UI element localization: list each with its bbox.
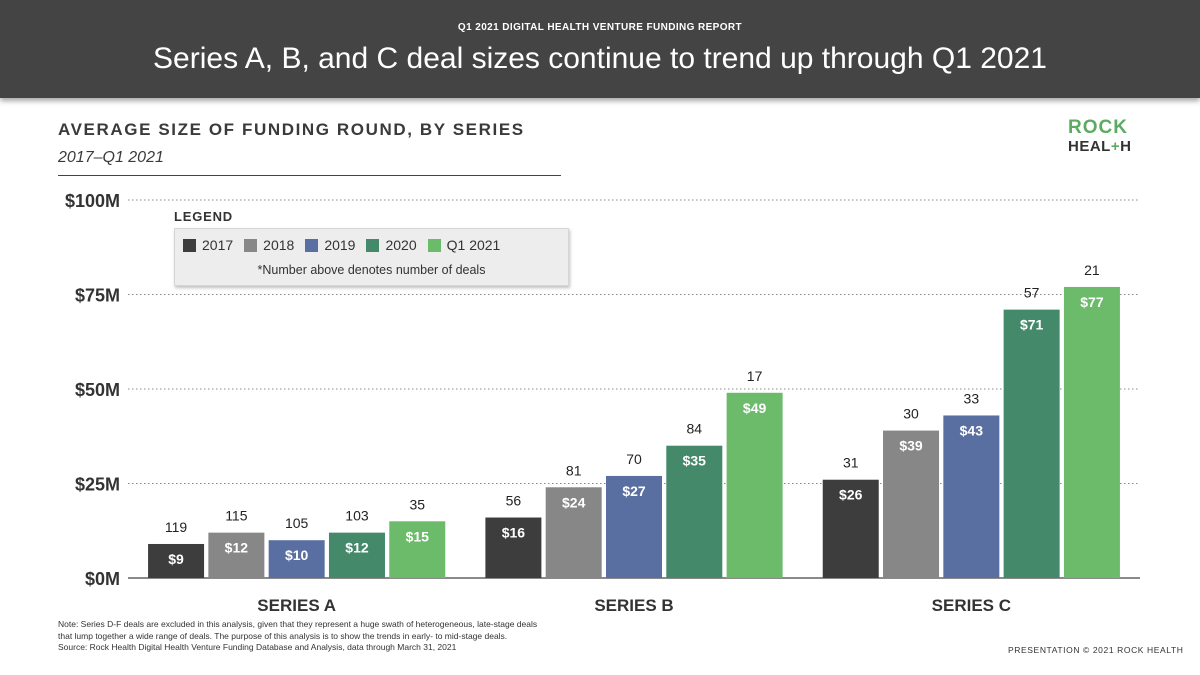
bar-value-label: $15 bbox=[406, 528, 430, 544]
deal-count-label: 119 bbox=[165, 519, 188, 535]
x-category-label: SERIES C bbox=[932, 596, 1011, 615]
deal-count-label: 35 bbox=[409, 496, 425, 512]
bar-value-label: $16 bbox=[502, 525, 526, 541]
bar bbox=[545, 487, 602, 578]
chart-subtitle: 2017–Q1 2021 bbox=[58, 149, 164, 166]
legend-item: Q1 2021 bbox=[427, 237, 501, 253]
bar-value-label: $39 bbox=[899, 438, 923, 454]
legend-swatch bbox=[366, 238, 380, 252]
bar-value-label: $43 bbox=[960, 422, 984, 438]
bar-value-label: $10 bbox=[285, 547, 309, 563]
bar-value-label: $27 bbox=[622, 483, 646, 499]
footnote-line-1: Note: Series D-F deals are excluded in t… bbox=[58, 619, 538, 629]
bar bbox=[1063, 286, 1120, 578]
title-divider bbox=[58, 175, 561, 176]
bar bbox=[943, 415, 1000, 578]
legend-swatch bbox=[427, 238, 441, 252]
legend-heading: LEGEND bbox=[174, 209, 233, 224]
footnote: Note: Series D-F deals are excluded in t… bbox=[58, 619, 578, 654]
legend-label: 2020 bbox=[385, 237, 417, 253]
bar bbox=[268, 540, 325, 578]
bar bbox=[822, 479, 879, 578]
bar bbox=[666, 445, 723, 578]
bar-value-label: $24 bbox=[562, 494, 586, 510]
bar bbox=[1003, 309, 1060, 578]
report-header: Q1 2021 DIGITAL HEALTH VENTURE FUNDING R… bbox=[0, 0, 1200, 98]
bar bbox=[148, 543, 205, 578]
deal-count-label: 84 bbox=[687, 421, 703, 437]
logo-line-2-prefix: HEAL bbox=[1068, 138, 1111, 155]
deal-count-label: 81 bbox=[566, 462, 582, 478]
bar-value-label: $12 bbox=[225, 540, 249, 556]
legend-item: 2017 bbox=[183, 237, 233, 253]
bar bbox=[485, 517, 542, 578]
logo-plus-icon: + bbox=[1110, 138, 1121, 155]
bar bbox=[883, 430, 940, 578]
deal-count-label: 21 bbox=[1084, 262, 1100, 278]
bar bbox=[389, 521, 446, 578]
legend-item: 2019 bbox=[305, 237, 355, 253]
legend-note: *Number above denotes number of deals bbox=[257, 263, 486, 277]
bar bbox=[328, 532, 385, 578]
slide-title: Series A, B, and C deal sizes continue t… bbox=[153, 42, 1047, 75]
deal-count-label: 17 bbox=[747, 368, 763, 384]
y-tick-label: $0M bbox=[85, 569, 120, 589]
rock-health-logo: ROCK HEAL+H bbox=[1068, 118, 1148, 156]
legend-label: 2018 bbox=[263, 237, 295, 253]
chart-title: AVERAGE SIZE OF FUNDING ROUND, BY SERIES bbox=[58, 120, 525, 139]
copyright: PRESENTATION © 2021 ROCK HEALTH bbox=[1008, 645, 1184, 655]
bar-value-label: $26 bbox=[839, 487, 863, 503]
deal-count-label: 33 bbox=[964, 390, 980, 406]
bar bbox=[606, 475, 662, 578]
deal-count-label: 30 bbox=[903, 406, 919, 422]
legend-swatch bbox=[244, 238, 258, 252]
deal-count-label: 115 bbox=[225, 508, 248, 524]
footnote-line-2: that lump together a wide range of deals… bbox=[58, 630, 508, 641]
legend-label: 2017 bbox=[202, 237, 234, 253]
deal-count-label: 70 bbox=[626, 451, 642, 467]
bar-value-label: $77 bbox=[1080, 294, 1104, 310]
y-tick-label: $100M bbox=[65, 191, 120, 211]
legend-swatch bbox=[305, 238, 319, 252]
legend-box: 2017 2018 2019 2020 Q1 2021 *Number above de… bbox=[174, 228, 569, 286]
deal-count-label: 105 bbox=[285, 515, 309, 531]
legend-item: 2020 bbox=[366, 237, 417, 253]
bar-value-label: $49 bbox=[743, 400, 767, 416]
deal-count-label: 57 bbox=[1024, 285, 1040, 301]
legend-label: 2019 bbox=[324, 237, 356, 253]
legend-label: Q1 2021 bbox=[446, 237, 501, 253]
y-tick-label: $75M bbox=[75, 286, 120, 306]
bar-value-label: $71 bbox=[1020, 317, 1044, 333]
y-tick-label: $25M bbox=[75, 475, 120, 495]
report-kicker: Q1 2021 DIGITAL HEALTH VENTURE FUNDING R… bbox=[457, 22, 743, 33]
legend-item: 2018 bbox=[244, 237, 294, 253]
x-category-label: SERIES B bbox=[594, 596, 673, 615]
deal-count-label: 31 bbox=[843, 455, 859, 471]
footnote-source: Source: Rock Health Digital Health Ventu… bbox=[58, 642, 457, 652]
legend-items: 2017 2018 2019 2020 Q1 2021 bbox=[183, 237, 511, 253]
logo-line-2-suffix: H bbox=[1120, 138, 1132, 155]
bar-value-label: $9 bbox=[168, 551, 184, 567]
deal-count-label: 103 bbox=[345, 508, 369, 524]
logo-line-2: HEAL+H bbox=[1068, 137, 1148, 156]
bar-value-label: $35 bbox=[683, 453, 707, 469]
deal-count-label: 56 bbox=[506, 493, 522, 509]
bar-value-label: $12 bbox=[345, 540, 369, 556]
x-category-label: SERIES A bbox=[257, 596, 336, 615]
bar bbox=[208, 532, 265, 578]
bar bbox=[726, 392, 783, 578]
legend-swatch bbox=[183, 238, 196, 252]
logo-line-1: ROCK bbox=[1068, 117, 1128, 138]
y-tick-label: $50M bbox=[75, 380, 120, 400]
